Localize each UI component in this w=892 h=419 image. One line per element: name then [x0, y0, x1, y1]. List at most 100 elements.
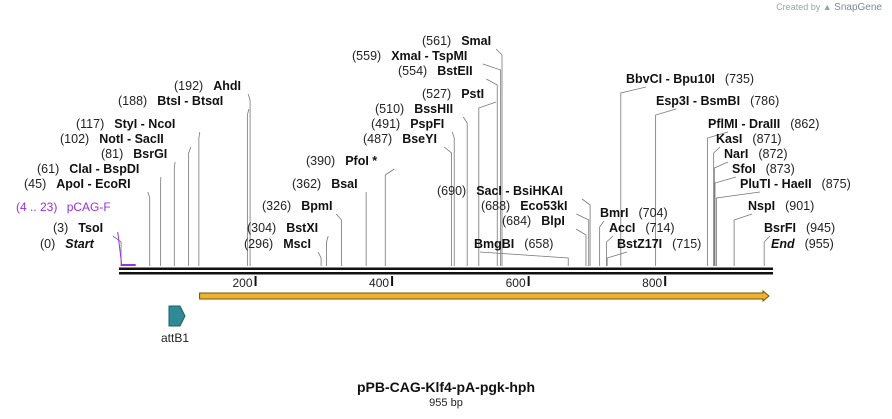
enzyme-name: NarI: [724, 147, 748, 161]
enzyme-position: (102): [60, 132, 89, 146]
enzyme-leader-line: [147, 191, 151, 266]
enzyme-leader-line: [576, 213, 590, 266]
enzyme-position: (491): [371, 117, 400, 131]
enzyme-label[interactable]: (3) TsoI: [53, 221, 103, 235]
enzyme-name: PspFI: [410, 117, 444, 131]
enzyme-position: (362): [292, 177, 321, 191]
enzyme-label[interactable]: (390) PfoI *: [306, 154, 377, 168]
enzyme-label[interactable]: (487) BseYI: [363, 132, 437, 146]
enzyme-position: (714): [645, 221, 674, 235]
enzyme-label[interactable]: (45) ApoI - EcoRI: [24, 177, 131, 191]
enzyme-label[interactable]: (117) StyI - NcoI: [76, 117, 175, 131]
orf-arrow[interactable]: [199, 289, 770, 303]
enzyme-name: Esp3I - BsmBI: [656, 94, 740, 108]
enzyme-label[interactable]: (554) BstEII: [398, 64, 473, 78]
enzyme-labels: (0) Start (3) TsoI (45) ApoI - EcoRI(61) ClaI …: [24, 34, 851, 251]
enzyme-name: XmaI - TspMI: [391, 49, 467, 63]
enzyme-leader-line: [462, 116, 468, 266]
enzyme-label[interactable]: (527) PstI: [422, 87, 484, 101]
enzyme-label[interactable]: BstZ17I (715): [617, 237, 701, 251]
enzyme-label[interactable]: PluTI - HaeII (875): [740, 177, 851, 191]
enzyme-leader-line: [713, 161, 729, 266]
enzyme-position: (735): [725, 72, 754, 86]
enzyme-name: NotI - SacII: [99, 132, 164, 146]
enzyme-leader-line: [317, 251, 322, 266]
enzyme-label[interactable]: Esp3I - BsmBI (786): [656, 94, 779, 108]
enzyme-name: PluTI - HaeII: [740, 177, 812, 191]
orf-klf4-arrow[interactable]: [199, 289, 770, 303]
feature-attb1[interactable]: attB1: [161, 305, 189, 345]
enzyme-position: (188): [118, 94, 147, 108]
enzyme-label[interactable]: (491) PspFI: [371, 117, 444, 131]
enzyme-label[interactable]: (296) MscI: [244, 237, 311, 251]
enzyme-position: (326): [262, 199, 291, 213]
primer-range: (4 .. 23): [16, 200, 57, 214]
enzyme-leader-line: [581, 198, 591, 266]
enzyme-label[interactable]: (561) SmaI: [422, 34, 491, 48]
enzyme-label[interactable]: (0) Start: [40, 237, 95, 251]
enzyme-leader-line: [451, 131, 455, 266]
enzyme-name: PstI: [461, 87, 484, 101]
enzyme-label[interactable]: (510) BssHII: [375, 102, 453, 116]
enzyme-label[interactable]: (304) BstXI: [247, 221, 318, 235]
backbone-bottom-strand: [119, 272, 773, 275]
enzyme-name: BsrFI: [764, 221, 796, 235]
enzyme-label[interactable]: End (955): [771, 237, 834, 251]
enzyme-label[interactable]: (326) BpmI: [262, 199, 332, 213]
enzyme-label[interactable]: NarI (872): [724, 147, 788, 161]
enzyme-position: (955): [805, 237, 834, 251]
enzyme-position: (873): [766, 162, 795, 176]
enzyme-label[interactable]: PflMI - DraIII (862): [708, 117, 819, 131]
enzyme-label[interactable]: (690) SacI - BsiHKAI: [437, 184, 563, 198]
enzyme-label[interactable]: (192) AhdI: [174, 79, 241, 93]
enzyme-position: (45): [24, 177, 46, 191]
enzyme-label[interactable]: (188) BtsI - BtsαI: [118, 94, 223, 108]
enzyme-label[interactable]: (102) NotI - SacII: [60, 132, 164, 146]
enzyme-name: SmaI: [461, 34, 491, 48]
enzyme-name: StyI - NcoI: [114, 117, 175, 131]
enzyme-label[interactable]: (61) ClaI - BspDI: [37, 162, 139, 176]
enzyme-name: PflMI - DraIII: [708, 117, 780, 131]
enzyme-label[interactable]: BbvCI - Bpu10I (735): [626, 72, 754, 86]
enzyme-position: (81): [101, 147, 123, 161]
enzyme-label[interactable]: BsrFI (945): [764, 221, 835, 235]
enzyme-position: (390): [306, 154, 335, 168]
enzyme-name: BstXI: [286, 221, 318, 235]
enzyme-leader-line: [482, 63, 502, 266]
enzyme-position: (561): [422, 34, 451, 48]
primer-pcag-f[interactable]: (4 .. 23) pCAG-F: [16, 200, 136, 266]
enzyme-leader-line: [486, 78, 498, 266]
enzyme-leader-line: [478, 101, 497, 266]
enzyme-leader-line: [326, 235, 329, 266]
enzyme-label[interactable]: NspI (901): [748, 199, 814, 213]
enzyme-label[interactable]: (559) XmaI - TspMI: [352, 49, 467, 63]
enzyme-label[interactable]: (684) BlpI: [502, 214, 565, 228]
enzyme-position: (117): [76, 117, 104, 131]
enzyme-name: BseYI: [402, 132, 437, 146]
enzyme-position: (684): [502, 214, 531, 228]
credit-prefix: Created by: [776, 2, 821, 12]
enzyme-position: (487): [363, 132, 392, 146]
primer-label[interactable]: (4 .. 23) pCAG-F: [16, 200, 111, 214]
enzyme-label[interactable]: SfoI (873): [732, 162, 795, 176]
enzyme-label[interactable]: KasI (871): [716, 132, 782, 146]
enzyme-label[interactable]: (688) Eco53kI: [481, 199, 567, 213]
enzyme-label[interactable]: (81) BsrGI: [101, 147, 167, 161]
enzyme-name: BsrGI: [133, 147, 167, 161]
enzyme-leader-line: [188, 146, 192, 266]
plasmid-length: 955 bp: [429, 397, 463, 409]
enzyme-leader-lines: [112, 48, 771, 266]
enzyme-name: Start: [65, 237, 94, 251]
attb1-arrow-icon[interactable]: [168, 305, 186, 327]
enzyme-leader-line: [599, 220, 605, 266]
enzyme-leader-line: [715, 191, 761, 266]
enzyme-label[interactable]: (362) BsaI: [292, 177, 358, 191]
enzyme-position: (704): [638, 206, 667, 220]
enzyme-leader-line: [247, 93, 251, 266]
enzyme-label[interactable]: BmrI (704): [600, 206, 668, 220]
enzyme-label[interactable]: AccI (714): [609, 221, 675, 235]
enzyme-name: BstEII: [437, 64, 472, 78]
enzyme-position: (61): [37, 162, 59, 176]
enzyme-label[interactable]: BmgBI (658): [474, 237, 553, 251]
enzyme-name: End: [771, 237, 795, 251]
